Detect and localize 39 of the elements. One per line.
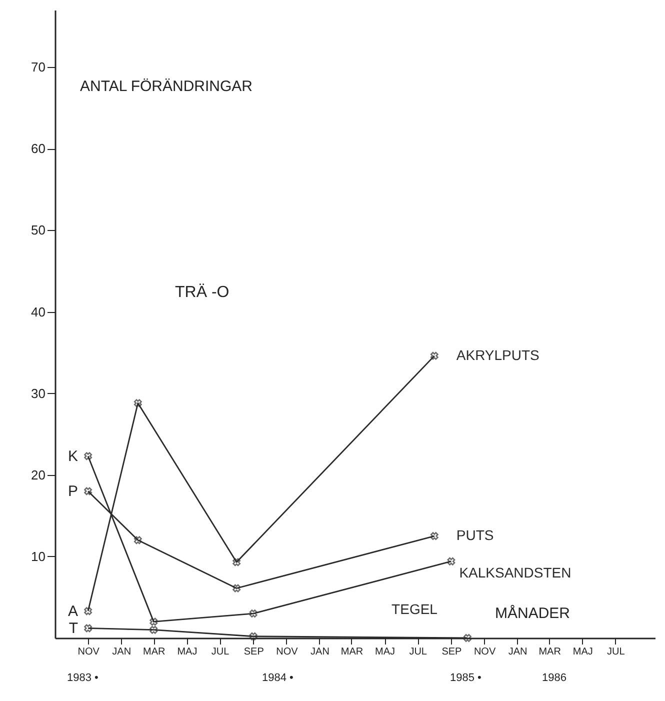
x-axis-title: MÅNADER (495, 604, 570, 622)
y-tick-label: 20 (31, 467, 46, 482)
series-label: TEGEL (392, 601, 438, 617)
text: 1983 • (67, 672, 99, 684)
x-tick-label: SEP (244, 646, 264, 658)
y-tick-label: 70 (31, 60, 46, 75)
series-label: PUTS (456, 527, 494, 544)
x-tick-label: NOV (474, 646, 496, 658)
x-tick-label: NOV (78, 646, 100, 658)
annotation: T (68, 620, 78, 638)
x-tick-label: JUL (607, 646, 626, 658)
x-tick-label: MAJ (572, 646, 593, 658)
x-tick-label: MAR (143, 646, 166, 658)
x-tick-label: JAN (310, 646, 330, 658)
y-tick-label: 40 (31, 304, 46, 320)
x-tick-label: MAJ (375, 646, 396, 658)
annotation: TRÄ -O (175, 283, 230, 301)
text: 1986 (542, 672, 566, 684)
x-tick-label: JAN (112, 646, 132, 658)
x-tick-label: JAN (508, 646, 528, 658)
text: 1985 • (450, 672, 482, 684)
text: 1984 • (262, 672, 294, 684)
y-tick-label: 30 (31, 386, 46, 401)
y-tick-label: 10 (31, 548, 46, 564)
series-label: AKRYLPUTS (456, 346, 540, 363)
x-tick-label: NOV (276, 646, 298, 658)
annotation: P (68, 483, 78, 500)
x-tick-label: MAR (538, 646, 561, 658)
x-tick-label: SEP (442, 646, 462, 658)
y-axis-title: ANTAL FÖRÄNDRINGAR (80, 78, 253, 95)
series-label: KALKSANDSTEN (459, 564, 572, 580)
x-tick-label: MAJ (177, 646, 198, 658)
x-tick-label: MAR (340, 646, 364, 658)
y-tick-label: 60 (31, 141, 46, 156)
annotation: A (68, 603, 78, 620)
y-tick-label: 50 (31, 222, 46, 238)
annotation: K (68, 448, 78, 466)
x-tick-label: JUL (409, 646, 428, 658)
x-tick-label: JUL (211, 646, 230, 658)
